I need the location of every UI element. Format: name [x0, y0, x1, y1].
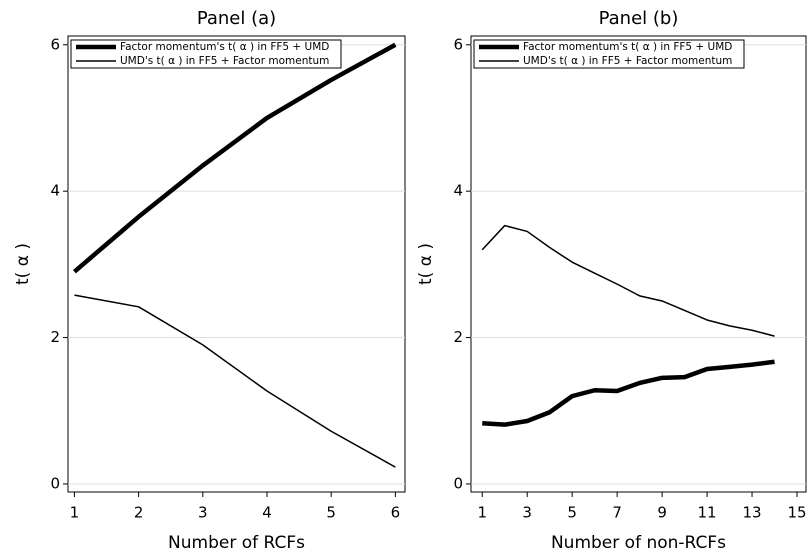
- legend-label: Factor momentum's t( α ) in FF5 + UMD: [120, 41, 329, 53]
- chart-title: Panel (a): [197, 8, 276, 29]
- legend-box: [70, 39, 342, 69]
- x-tick-label: 13: [742, 504, 761, 522]
- plot-area: [67, 35, 406, 493]
- x-tick-label: 1: [477, 504, 487, 522]
- y-tick-label: 0: [453, 474, 463, 492]
- legend-label: Factor momentum's t( α ) in FF5 + UMD: [523, 41, 732, 53]
- y-tick-label: 2: [50, 328, 60, 346]
- x-tick-label: 6: [391, 504, 401, 522]
- legend-box: [473, 39, 745, 69]
- y-tick-label: 0: [50, 474, 60, 492]
- legend: Factor momentum's t( α ) in FF5 + UMD UMD…: [473, 39, 745, 69]
- x-tick-label: 2: [134, 504, 144, 522]
- x-tick-label: 9: [657, 504, 667, 522]
- x-tick-label: 5: [326, 504, 336, 522]
- y-tick-label: 6: [453, 35, 463, 53]
- y-tick-label: 2: [453, 328, 463, 346]
- chart-title: Panel (b): [599, 8, 679, 29]
- y-tick-label: 4: [50, 182, 60, 200]
- y-tick-label: 4: [453, 182, 463, 200]
- y-axis-label: t( α ): [416, 243, 436, 285]
- legend-label: UMD's t( α ) in FF5 + Factor momentum: [120, 55, 329, 67]
- x-tick-label: 5: [567, 504, 577, 522]
- y-axis-label: t( α ): [13, 243, 33, 285]
- x-tick-label: 3: [198, 504, 208, 522]
- x-axis-label: Number of RCFs: [168, 533, 305, 553]
- x-tick-label: 1: [70, 504, 80, 522]
- legend: Factor momentum's t( α ) in FF5 + UMD UMD…: [70, 39, 342, 69]
- line-series: [482, 359, 775, 427]
- x-tick-label: 3: [522, 504, 532, 522]
- plot-area: [470, 35, 807, 493]
- y-tick-label: 6: [50, 35, 60, 53]
- line-series: [74, 294, 396, 468]
- line-series: [481, 224, 775, 337]
- x-tick-label: 15: [787, 504, 806, 522]
- legend-label: UMD's t( α ) in FF5 + Factor momentum: [523, 55, 732, 67]
- x-axis-label: Number of non-RCFs: [551, 533, 726, 553]
- x-tick-label: 4: [262, 504, 272, 522]
- line-series: [72, 42, 397, 274]
- panel: 0 2 4 6 1 2 3 4 5 6 Factor momentum's t( α ) in FF…: [13, 8, 406, 553]
- x-tick-label: 11: [698, 504, 717, 522]
- x-tick-label: 7: [612, 504, 622, 522]
